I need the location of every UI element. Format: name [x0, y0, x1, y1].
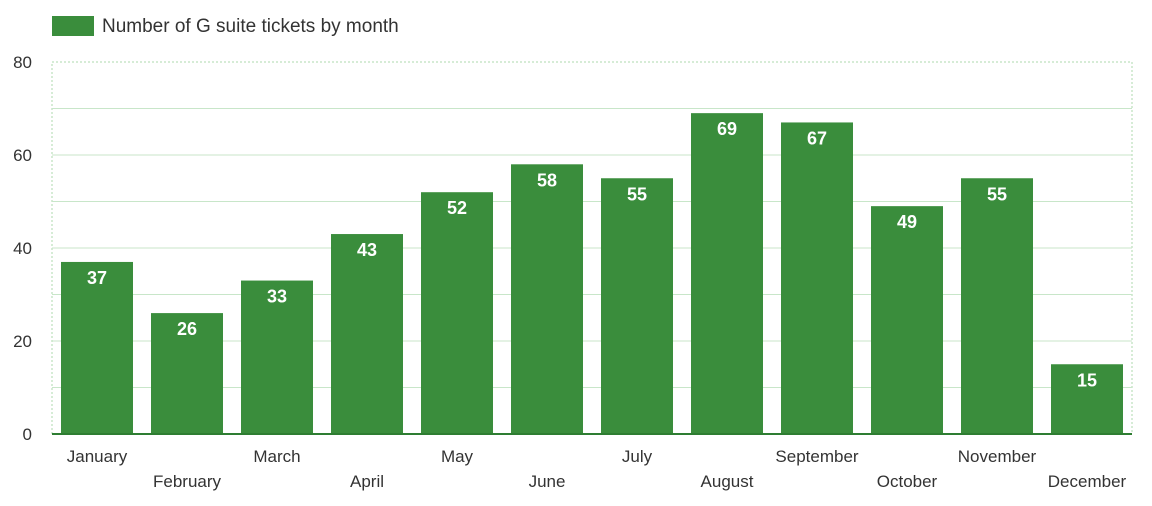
- data-label: 49: [897, 212, 917, 232]
- bar-july: [601, 178, 673, 434]
- x-tick-label: November: [958, 447, 1037, 466]
- bar-june: [511, 164, 583, 435]
- legend-swatch: [52, 16, 94, 36]
- x-tick-label: May: [441, 447, 474, 466]
- data-label: 33: [267, 287, 287, 307]
- x-tick-label: June: [529, 472, 566, 491]
- data-label: 26: [177, 319, 197, 339]
- x-tick-label: January: [67, 447, 128, 466]
- data-label: 52: [447, 198, 467, 218]
- y-tick-label: 0: [23, 425, 32, 444]
- x-tick-label: February: [153, 472, 222, 491]
- data-label: 67: [807, 128, 827, 148]
- data-label: 15: [1077, 370, 1097, 390]
- data-label: 69: [717, 119, 737, 139]
- data-label: 58: [537, 170, 557, 190]
- y-tick-label: 20: [13, 332, 32, 351]
- bars: 37 26 33 43 52 58 55 69 67 49 55 15: [61, 113, 1123, 435]
- bar-march: [241, 280, 313, 434]
- bar-may: [421, 192, 493, 434]
- x-tick-label: October: [877, 472, 938, 491]
- bar-september: [781, 122, 853, 434]
- bar-february: [151, 313, 223, 434]
- x-tick-label: December: [1048, 472, 1127, 491]
- y-tick-label: 40: [13, 239, 32, 258]
- chart-legend: Number of G suite tickets by month: [52, 16, 399, 37]
- bar-january: [61, 261, 133, 434]
- y-tick-label: 60: [13, 146, 32, 165]
- gridlines: [52, 108, 1132, 388]
- x-tick-label: August: [701, 472, 754, 491]
- data-label: 43: [357, 240, 377, 260]
- x-tick-label: September: [775, 447, 858, 466]
- x-tick-label: March: [253, 447, 300, 466]
- x-tick-label: April: [350, 472, 384, 491]
- bar-october: [871, 206, 943, 434]
- y-tick-label: 80: [13, 53, 32, 72]
- legend-label: Number of G suite tickets by month: [102, 16, 399, 37]
- bar-august: [691, 113, 763, 435]
- bar-december: [1051, 364, 1123, 434]
- x-tick-label: July: [622, 447, 653, 466]
- data-label: 55: [627, 184, 647, 204]
- bar-november: [961, 178, 1033, 434]
- y-axis: 0 20 40 60 80: [13, 53, 32, 444]
- data-label: 37: [87, 268, 107, 288]
- x-axis: January February March April May June July Augu…: [52, 433, 1132, 491]
- data-label: 55: [987, 184, 1007, 204]
- bar-april: [331, 234, 403, 434]
